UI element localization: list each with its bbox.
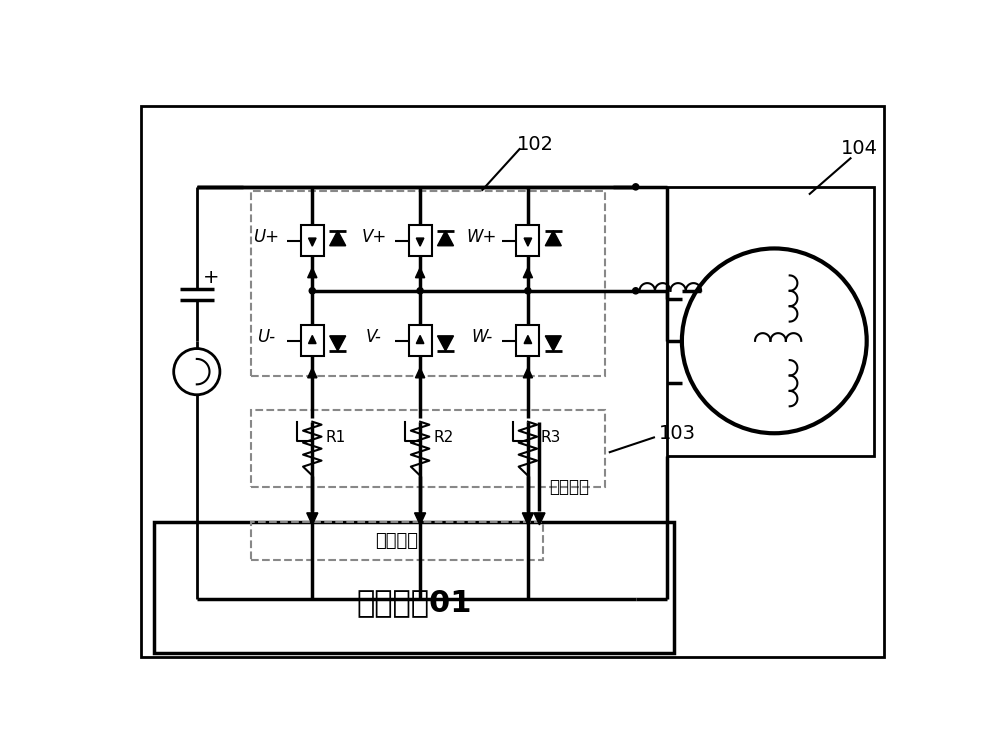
Bar — [301, 225, 324, 256]
Polygon shape — [438, 231, 454, 246]
Polygon shape — [416, 238, 424, 246]
Text: 103: 103 — [659, 424, 696, 442]
Circle shape — [309, 288, 315, 294]
Polygon shape — [309, 238, 316, 246]
Text: 104: 104 — [840, 139, 878, 158]
Text: 电流检测: 电流检测 — [549, 478, 589, 496]
Text: U-: U- — [257, 328, 275, 346]
Bar — [301, 325, 324, 356]
Text: +: + — [202, 268, 219, 287]
Bar — [666, 186, 874, 456]
Text: R3: R3 — [541, 430, 561, 445]
Bar — [251, 191, 605, 375]
Polygon shape — [330, 231, 346, 246]
Polygon shape — [545, 231, 561, 246]
Bar — [251, 410, 605, 487]
Polygon shape — [524, 335, 532, 344]
Bar — [516, 325, 539, 356]
Circle shape — [417, 288, 423, 294]
Text: U+: U+ — [253, 228, 279, 246]
Polygon shape — [545, 336, 561, 351]
Text: R2: R2 — [433, 430, 453, 445]
Bar — [516, 225, 539, 256]
Text: W-: W- — [471, 328, 492, 346]
Polygon shape — [307, 513, 318, 525]
Polygon shape — [416, 335, 424, 344]
Polygon shape — [524, 238, 532, 246]
Text: V-: V- — [366, 328, 382, 346]
Bar — [251, 522, 543, 560]
Polygon shape — [415, 368, 425, 378]
Bar — [409, 325, 432, 356]
Text: 102: 102 — [517, 135, 554, 154]
Bar — [409, 225, 432, 256]
Polygon shape — [415, 513, 426, 525]
Polygon shape — [534, 513, 545, 525]
Text: 控制芯片01: 控制芯片01 — [357, 588, 472, 617]
Polygon shape — [522, 513, 533, 525]
Polygon shape — [523, 368, 533, 378]
Polygon shape — [415, 268, 425, 278]
Polygon shape — [330, 336, 346, 351]
Circle shape — [525, 288, 531, 294]
Bar — [154, 522, 674, 653]
Polygon shape — [438, 336, 454, 351]
Polygon shape — [308, 268, 317, 278]
Text: 驱动信号: 驱动信号 — [376, 532, 418, 550]
Circle shape — [633, 183, 639, 190]
Circle shape — [633, 288, 639, 294]
Polygon shape — [309, 335, 316, 344]
Polygon shape — [523, 268, 533, 278]
Text: W+: W+ — [467, 228, 497, 246]
Text: V+: V+ — [361, 228, 387, 246]
Text: R1: R1 — [325, 430, 346, 445]
Polygon shape — [308, 368, 317, 378]
